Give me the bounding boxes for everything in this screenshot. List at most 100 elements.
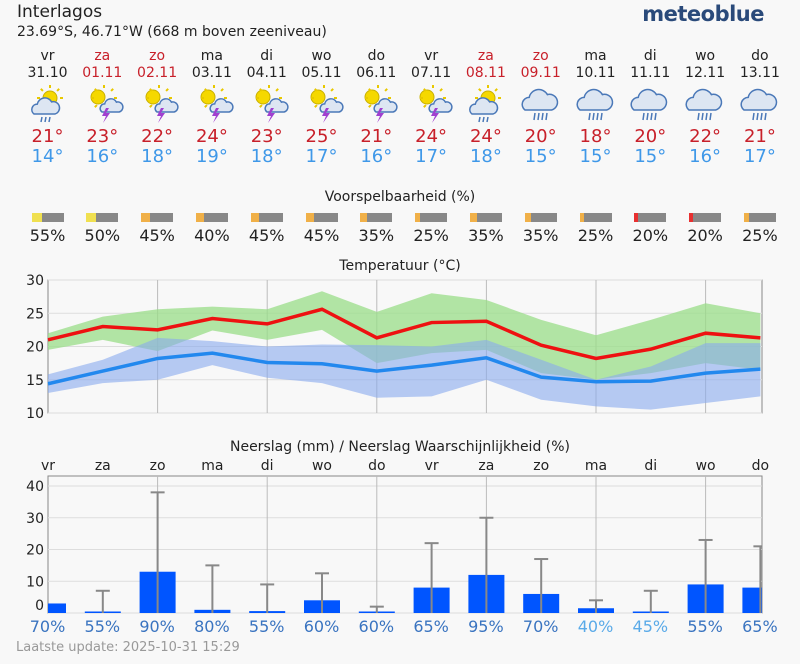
predictability-bar <box>195 213 228 222</box>
precip-probability: 65% <box>413 617 449 636</box>
precip-probability: 80% <box>194 617 230 636</box>
day-label: za <box>478 458 494 474</box>
predictability-title: Voorspelbaarheid (%) <box>324 189 476 205</box>
predictability-bar <box>579 213 612 222</box>
precip-probability: 45% <box>632 617 669 636</box>
sun-thunder-icon <box>403 84 459 124</box>
predictability-value: 35% <box>358 226 395 245</box>
day-name: vr <box>40 48 55 64</box>
day-date: 03.11 <box>191 65 232 81</box>
predictability-value: 55% <box>29 226 66 245</box>
predictability-value: 45% <box>139 226 175 245</box>
day-name: wo <box>695 48 716 64</box>
predictability-value: 35% <box>468 226 504 245</box>
cloud-rain-icon <box>732 84 788 124</box>
predictability-fill <box>31 213 43 222</box>
day-date: 04.11 <box>246 65 287 81</box>
precip-probability: 70% <box>29 617 66 636</box>
sun-thunder-icon <box>348 84 404 124</box>
predictability-fill <box>195 213 204 222</box>
day-name: za <box>477 48 494 64</box>
max-temp: 24° <box>415 126 448 147</box>
meteoblue-logo[interactable]: meteoblue <box>642 2 764 26</box>
y-tick-label: 30 <box>26 511 44 527</box>
day-name: ma <box>584 48 607 64</box>
y-tick-label: 25 <box>26 306 44 322</box>
sun-thunder-icon <box>184 84 240 124</box>
y-tick-label: 30 <box>26 273 44 289</box>
predictability-value: 45% <box>303 226 340 245</box>
day-name: do <box>367 48 386 64</box>
day-label: vr <box>41 458 55 474</box>
precip-probability: 65% <box>742 617 778 636</box>
sun-thunder-icon <box>294 84 350 124</box>
min-temp: 15° <box>634 146 667 167</box>
predictability-value: 20% <box>632 226 669 245</box>
y-tick-label: 10 <box>26 406 44 422</box>
y-tick-label: 10 <box>26 574 44 590</box>
predictability-fill <box>415 213 420 222</box>
min-temp: 16° <box>360 146 393 167</box>
location-title: Interlagos <box>17 2 103 22</box>
predictability-bar <box>634 213 667 222</box>
max-temp: 22° <box>689 126 722 147</box>
predictability-fill <box>469 213 477 222</box>
day-label: zo <box>150 458 166 474</box>
max-temp: 24° <box>195 126 228 147</box>
day-date: 02.11 <box>137 65 178 81</box>
sun-thunder-icon <box>129 84 185 124</box>
min-temp: 15° <box>579 146 612 167</box>
precip-probability: 60% <box>358 617 395 636</box>
max-temp: 21° <box>743 126 776 147</box>
day-date: 08.11 <box>465 65 506 81</box>
day-date: 01.11 <box>82 65 123 81</box>
max-temp: 21° <box>360 126 393 147</box>
day-date: 06.11 <box>356 65 397 81</box>
day-label: di <box>261 458 274 474</box>
day-name: zo <box>532 48 549 64</box>
min-temp: 18° <box>250 146 283 167</box>
predictability-value: 35% <box>522 226 559 245</box>
sun-thunder-icon <box>74 84 130 124</box>
y-tick-label: 20 <box>26 543 44 559</box>
predictability-bar <box>743 213 776 222</box>
min-temp: 18° <box>141 146 174 167</box>
cloud-rain-icon <box>677 84 733 124</box>
day-name: vr <box>424 48 439 64</box>
day-date: 07.11 <box>411 65 452 81</box>
predictability-fill <box>579 213 585 222</box>
precipitation-chart: 0 10 20 30 40 vr za zo ma di wo do vr za zo ma di wo do <box>26 458 769 614</box>
predictability-bar <box>360 213 393 222</box>
y-tick-label: 20 <box>26 340 44 356</box>
min-temp: 16° <box>86 146 119 167</box>
min-temp: 16° <box>689 146 722 167</box>
day-label: do <box>368 458 385 474</box>
day-label: ma <box>201 458 223 474</box>
day-name: di <box>260 48 274 64</box>
precip-probability: 60% <box>303 617 340 636</box>
precipitation-title: Neerslag (mm) / Neerslag Waarschijnlijkh… <box>229 439 571 455</box>
day-label: vr <box>425 458 439 474</box>
min-temp: 18° <box>469 146 502 167</box>
predictability-fill <box>360 213 368 222</box>
temperature-chart: 10 15 20 25 30 <box>26 273 763 422</box>
predictability-bar <box>415 213 448 222</box>
day-label: za <box>95 458 111 474</box>
day-label: wo <box>312 458 332 474</box>
day-name: za <box>94 48 111 64</box>
day-name: zo <box>149 48 166 64</box>
predictability-bar <box>305 213 338 222</box>
day-date: 09.11 <box>520 65 561 81</box>
temperature-band <box>48 291 761 380</box>
day-date: 31.10 <box>27 65 68 81</box>
day-label: ma <box>585 458 607 474</box>
location-coords: 23.69°S, 46.71°W (668 m boven zeeniveau) <box>17 24 327 40</box>
day-name: di <box>643 48 657 64</box>
sun-thunder-icon <box>239 84 295 124</box>
y-tick-label: 15 <box>26 373 44 389</box>
predictability-bar <box>31 213 64 222</box>
predictability-value: 50% <box>84 226 121 245</box>
cloud-rain-icon <box>622 84 678 124</box>
day-label: zo <box>533 458 549 474</box>
precip-probability: 40% <box>577 617 614 636</box>
